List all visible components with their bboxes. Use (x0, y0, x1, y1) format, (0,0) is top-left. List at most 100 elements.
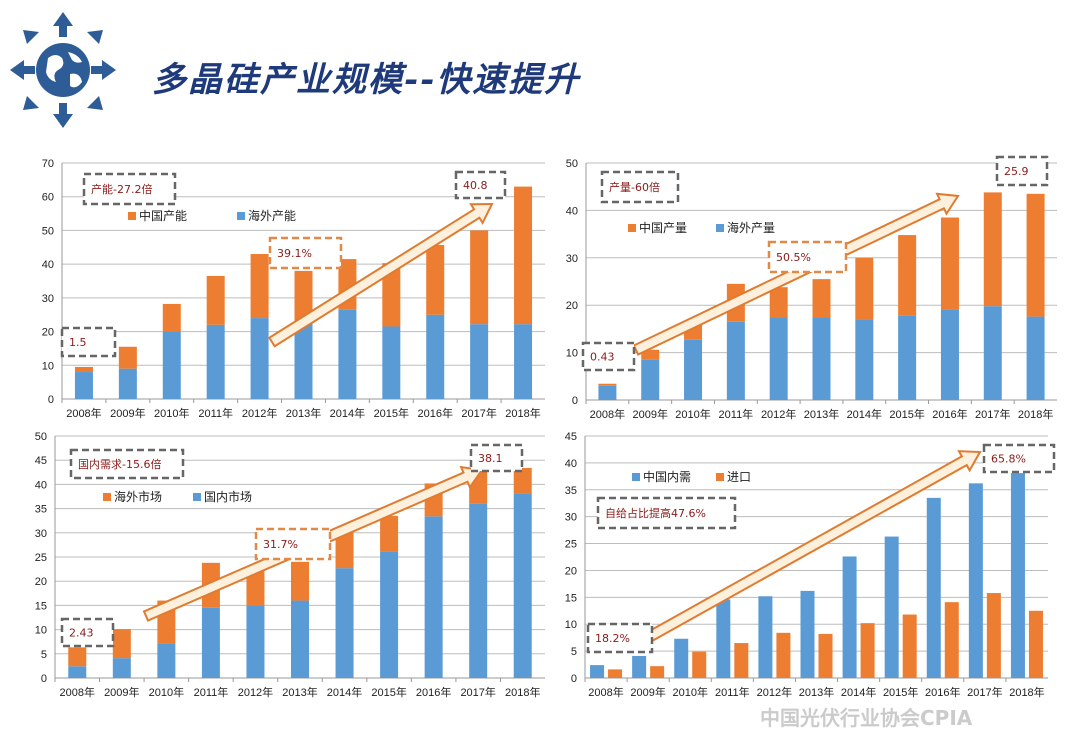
legend-label: 国内市场 (204, 489, 252, 504)
y-tick-label: 40 (42, 259, 54, 271)
bar-upper-2013年 (291, 561, 309, 601)
annotation-label: 1.5 (69, 336, 87, 349)
annotation-label: 自给占比提高47.6% (605, 506, 706, 520)
x-tick-label: 2012年 (242, 406, 277, 420)
bar-upper-2016年 (426, 244, 445, 315)
x-tick-label: 2015年 (374, 406, 409, 420)
annotation-label: 2.43 (69, 627, 94, 640)
annotation-label: 31.7% (263, 538, 298, 551)
bar-upper-2018年 (514, 186, 533, 325)
bar-upper-2016年 (940, 217, 959, 310)
bar-中国内需-2017年 (968, 483, 983, 678)
x-tick-label: 2018年 (1009, 685, 1044, 699)
y-tick-label: 5 (41, 649, 47, 661)
x-tick-label: 2018年 (505, 685, 540, 699)
y-tick-label: 40 (35, 479, 47, 491)
bar-lower-2013年 (294, 321, 313, 399)
page-title: 多晶硅产业规模--快速提升 (152, 60, 581, 100)
legend-label: 海外产量 (727, 220, 775, 235)
y-tick-label: 0 (48, 394, 54, 406)
x-tick-label: 2013年 (799, 685, 834, 699)
bar-进口-2012年 (776, 632, 791, 678)
x-tick-label: 2011年 (719, 407, 754, 421)
annotation-box (254, 527, 332, 561)
x-tick-label: 2011年 (198, 406, 233, 420)
annotation-box (995, 155, 1049, 187)
x-tick-label: 2010年 (154, 406, 189, 420)
x-tick-label: 2009年 (632, 407, 667, 421)
bar-中国内需-2013年 (800, 590, 815, 678)
x-tick-label: 2009年 (110, 406, 145, 420)
y-tick-label: 60 (42, 192, 54, 204)
x-tick-label: 2015年 (883, 685, 918, 699)
bar-lower-2009年 (118, 368, 137, 399)
legend-label: 海外市场 (114, 489, 162, 504)
x-tick-label: 2013年 (282, 685, 317, 699)
x-tick-label: 2016年 (932, 407, 967, 421)
bar-upper-2018年 (1026, 193, 1045, 317)
annotation-box (581, 341, 636, 372)
annotation-label: 65.8% (991, 453, 1026, 466)
bar-upper-2010年 (162, 303, 181, 332)
bar-upper-2015年 (898, 235, 917, 316)
bar-upper-2008年 (74, 366, 93, 373)
bar-lower-2008年 (598, 385, 617, 400)
bar-中国内需-2011年 (716, 599, 731, 678)
annotation-label: 40.8 (463, 179, 488, 192)
bar-进口-2011年 (734, 643, 749, 678)
annotation-box (69, 448, 185, 480)
bar-lower-2008年 (74, 372, 93, 399)
bar-进口-2014年 (860, 623, 875, 678)
x-tick-label: 2018年 (505, 406, 540, 420)
y-tick-label: 20 (565, 565, 577, 577)
bar-lower-2012年 (250, 318, 269, 399)
bar-lower-2014年 (338, 309, 357, 399)
x-tick-label: 2017年 (975, 407, 1010, 421)
bar-lower-2018年 (1026, 316, 1045, 400)
chart-2: 0 10 20 30 40 50 2008年 2009年 2010年 2011年 2012年 2013… (566, 155, 1057, 421)
chart-3: 0 5 10 15 20 25 30 35 40 45 50 2008年 2009年 2010年 2011年… (35, 431, 545, 699)
y-tick-label: 0 (571, 673, 577, 685)
x-tick-label: 2008年 (66, 406, 101, 420)
legend-swatch (128, 212, 136, 220)
bar-lower-2012年 (769, 317, 788, 400)
bar-lower-2015年 (380, 551, 399, 678)
annotation-label: 50.5% (776, 251, 811, 264)
x-tick-label: 2014年 (327, 685, 362, 699)
bar-lower-2009年 (112, 658, 131, 678)
y-tick-label: 70 (42, 158, 54, 170)
bar-upper-2008年 (68, 647, 87, 667)
y-tick-label: 30 (42, 293, 54, 305)
bar-进口-2013年 (818, 633, 833, 678)
bar-进口-2010年 (692, 651, 707, 678)
annotation-label: 39.1% (277, 247, 312, 260)
bar-lower-2016年 (424, 516, 443, 678)
x-tick-label: 2013年 (804, 407, 839, 421)
x-tick-label: 2008年 (590, 407, 625, 421)
bar-upper-2011年 (206, 275, 225, 325)
annotation-label: 产能-27.2倍 (91, 182, 152, 196)
y-tick-label: 25 (35, 552, 47, 564)
growth-arrow-icon (632, 192, 960, 356)
y-tick-label: 50 (42, 225, 54, 237)
x-tick-label: 2011年 (715, 685, 750, 699)
growth-arrow-icon (267, 202, 494, 348)
annotation-label: 25.9 (1004, 165, 1029, 178)
bar-中国内需-2015年 (884, 536, 899, 678)
annotation-box (767, 240, 848, 274)
bar-中国内需-2010年 (674, 638, 689, 678)
bar-进口-2017年 (986, 593, 1001, 678)
y-tick-label: 35 (35, 504, 47, 516)
y-tick-label: 45 (565, 431, 577, 443)
x-tick-label: 2014年 (841, 685, 876, 699)
legend-swatch (628, 224, 636, 232)
annotation-box (82, 172, 177, 206)
annotation-box (586, 622, 654, 654)
annotation-box (60, 326, 117, 358)
legend-label: 中国内需 (643, 469, 691, 484)
x-tick-label: 2012年 (238, 685, 273, 699)
x-tick-label: 2015年 (371, 685, 406, 699)
bar-进口-2016年 (944, 602, 959, 678)
annotation-label: 0.43 (590, 351, 615, 364)
x-tick-label: 2014年 (330, 406, 365, 420)
